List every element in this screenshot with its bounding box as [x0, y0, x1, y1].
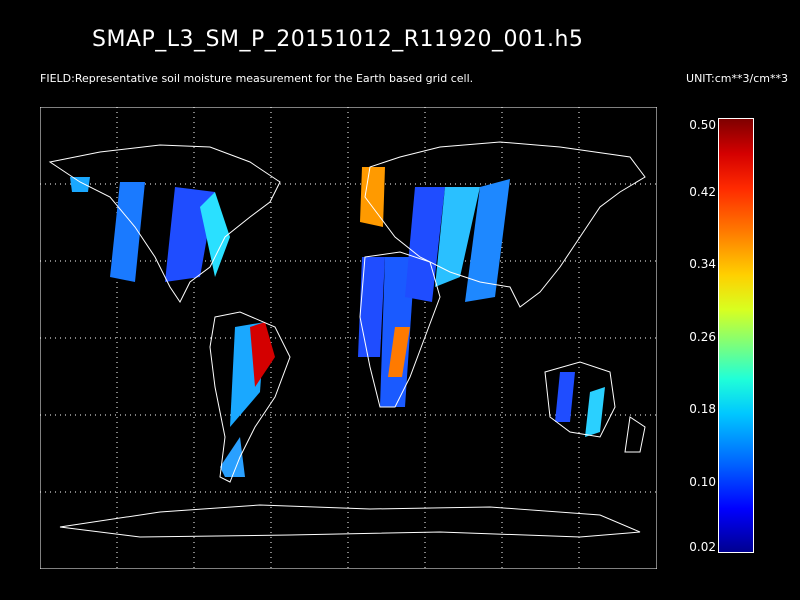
page-title: SMAP_L3_SM_P_20151012_R11920_001.h5: [92, 27, 584, 52]
unit-label: UNIT:cm**3/cm**3: [686, 72, 788, 85]
coastlines: [48, 141, 646, 538]
colorbar-label-min: 0.02: [689, 540, 716, 554]
colorbar-label-max: 0.50: [689, 118, 716, 132]
world-map: [40, 107, 657, 569]
colorbar-label: 0.26: [689, 330, 716, 344]
colorbar-label: 0.10: [689, 475, 716, 489]
colorbar-label: 0.18: [689, 402, 716, 416]
field-description: FIELD:Representative soil moisture measu…: [40, 72, 474, 85]
soil-moisture-swaths: [70, 167, 605, 477]
colorbar-label: 0.34: [689, 257, 716, 271]
colorbar: [718, 118, 754, 553]
colorbar-label: 0.42: [689, 185, 716, 199]
